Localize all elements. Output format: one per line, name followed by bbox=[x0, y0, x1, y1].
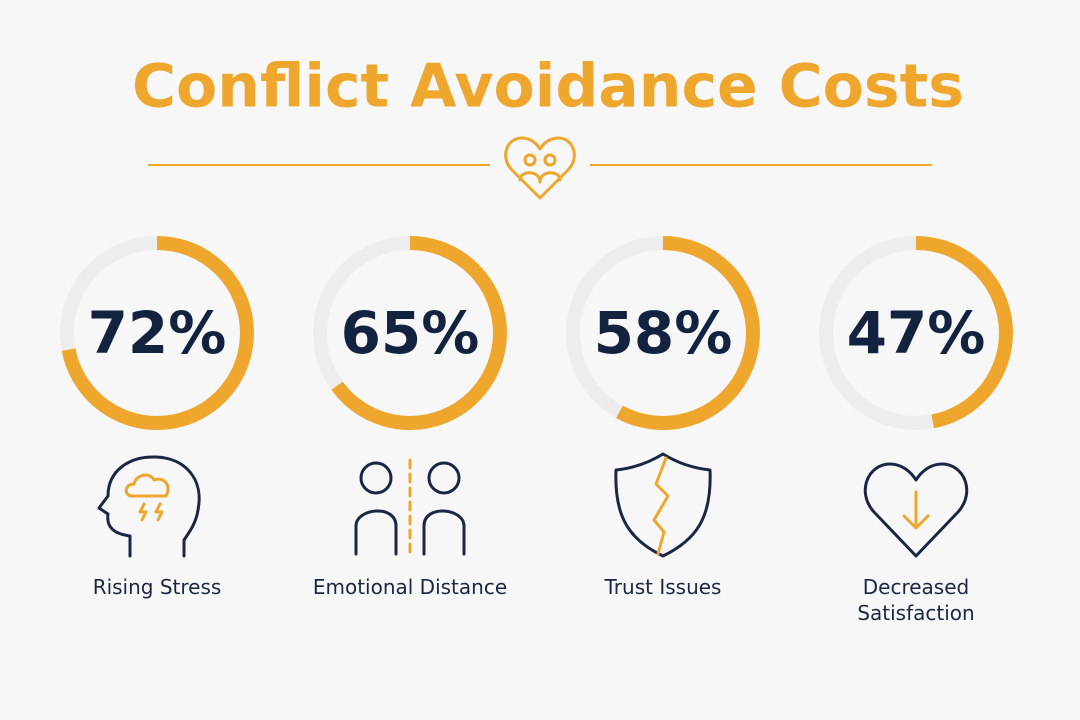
category-label: Trust Issues bbox=[604, 575, 722, 599]
ring-arc bbox=[313, 236, 507, 430]
category-label: Decreased Satisfaction bbox=[857, 575, 975, 625]
value-label: 58% bbox=[594, 299, 733, 367]
icon-distance bbox=[354, 458, 466, 558]
value-label: 65% bbox=[341, 299, 480, 367]
value-label: 72% bbox=[88, 299, 227, 367]
ring-arc bbox=[566, 236, 760, 430]
icon-satisfaction bbox=[863, 462, 969, 558]
value-label: 47% bbox=[847, 299, 986, 367]
category-label: Rising Stress bbox=[92, 575, 222, 599]
category-label: Emotional Distance bbox=[312, 575, 508, 599]
divider bbox=[148, 136, 932, 200]
icon-stress bbox=[97, 455, 201, 558]
icon-trust bbox=[614, 452, 712, 558]
ring-arc bbox=[819, 236, 1013, 430]
chart-title: Conflict Avoidance Costs bbox=[132, 52, 964, 122]
ring-arc bbox=[60, 236, 254, 430]
